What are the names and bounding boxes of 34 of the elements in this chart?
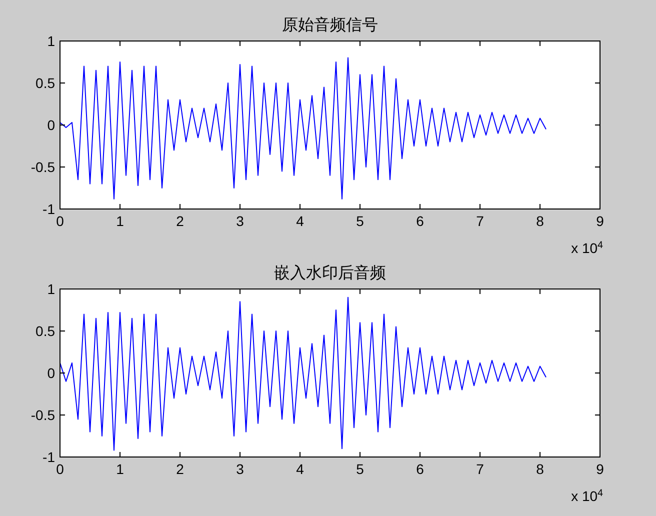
chart-title: 原始音频信号 [282,16,378,34]
y-tick-label: -0.5 [30,159,56,175]
y-tick-label: 0.5 [36,323,56,339]
x-tick-label: 9 [596,461,604,477]
x-tick-label: 2 [176,461,184,477]
x-tick-label: 6 [416,461,424,477]
x-tick-label: 5 [356,461,364,477]
text: x 10$^{4}$ [571,488,604,504]
x-tick-label: 2 [176,213,184,229]
x-tick-label: 7 [476,461,484,477]
x-tick-label: 4 [296,461,304,477]
y-tick-label: 0 [47,365,56,381]
x-tick-label: 5 [356,213,364,229]
x-tick-label: 6 [416,213,424,229]
line-series [60,57,546,200]
x-tick-label: 8 [536,461,544,477]
line-series [60,296,546,451]
x-tick-label: 9 [596,213,604,229]
x-tick-label: 8 [536,213,544,229]
x-tick-label: 3 [236,213,244,229]
x-tick-label: 4 [296,213,304,229]
y-tick-label: 0 [47,117,56,133]
x-tick-label: 3 [236,461,244,477]
y-tick-label: 0.5 [36,75,56,91]
y-tick-label: 1 [47,281,56,297]
y-tick-label: 1 [47,33,56,49]
text: x 10$^{4}$ [571,240,604,256]
y-tick-label: -0.5 [30,407,56,423]
chart-title: 嵌入水印后音频 [274,264,386,282]
y-tick-label: -1 [42,201,56,217]
x-tick-label: 1 [116,461,124,477]
x-tick-label: 1 [116,213,124,229]
x-tick-label: 7 [476,213,484,229]
y-tick-label: -1 [42,449,56,465]
